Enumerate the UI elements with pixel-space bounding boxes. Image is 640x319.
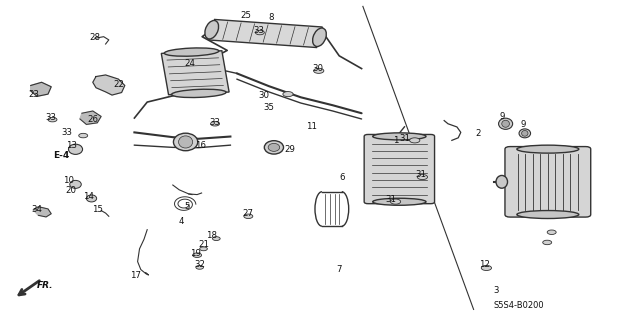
Ellipse shape <box>517 145 579 153</box>
Circle shape <box>390 199 401 204</box>
Text: S5S4-B0200: S5S4-B0200 <box>493 301 544 310</box>
Text: 17: 17 <box>130 271 141 280</box>
Circle shape <box>79 133 88 138</box>
Text: 30: 30 <box>312 64 324 73</box>
Text: 4: 4 <box>179 217 184 226</box>
Circle shape <box>417 174 428 180</box>
FancyBboxPatch shape <box>364 135 435 204</box>
Polygon shape <box>93 75 125 95</box>
Text: 31: 31 <box>415 170 426 179</box>
Text: 24: 24 <box>184 59 195 68</box>
Circle shape <box>193 253 202 257</box>
Text: 7: 7 <box>337 265 342 274</box>
Text: 3: 3 <box>494 286 499 295</box>
Ellipse shape <box>68 144 83 154</box>
Text: 31: 31 <box>399 134 410 143</box>
Circle shape <box>543 240 552 245</box>
Text: 33: 33 <box>61 128 73 137</box>
Text: 14: 14 <box>83 192 94 201</box>
Ellipse shape <box>179 136 193 148</box>
Circle shape <box>314 68 324 73</box>
Text: 5: 5 <box>185 202 190 211</box>
Text: 33: 33 <box>209 118 220 127</box>
Circle shape <box>48 117 57 122</box>
FancyBboxPatch shape <box>505 147 591 217</box>
Text: 26: 26 <box>87 115 99 124</box>
Text: 29: 29 <box>285 145 295 154</box>
Ellipse shape <box>372 133 426 140</box>
Text: 19: 19 <box>190 249 200 258</box>
Text: 35: 35 <box>263 103 275 112</box>
Text: 25: 25 <box>240 11 252 20</box>
Text: FR.: FR. <box>37 281 54 290</box>
Text: 34: 34 <box>31 205 43 214</box>
Text: 31: 31 <box>385 195 397 204</box>
Ellipse shape <box>205 20 219 39</box>
Polygon shape <box>209 19 323 48</box>
Text: 32: 32 <box>194 260 205 269</box>
Text: 30: 30 <box>259 91 270 100</box>
Circle shape <box>211 122 220 126</box>
Ellipse shape <box>372 198 426 205</box>
Text: 33: 33 <box>253 26 264 35</box>
Polygon shape <box>31 82 51 96</box>
Text: 20: 20 <box>65 186 76 195</box>
Text: 23: 23 <box>28 90 40 99</box>
Circle shape <box>212 237 220 241</box>
Text: 27: 27 <box>242 209 253 218</box>
Ellipse shape <box>496 175 508 188</box>
Circle shape <box>481 265 492 271</box>
Ellipse shape <box>70 180 81 188</box>
Text: 11: 11 <box>306 122 317 130</box>
Text: 9: 9 <box>499 112 504 121</box>
Circle shape <box>255 30 264 35</box>
Ellipse shape <box>268 143 280 152</box>
Text: 21: 21 <box>198 241 209 249</box>
Text: 12: 12 <box>479 260 490 269</box>
Ellipse shape <box>173 133 198 151</box>
Ellipse shape <box>312 28 326 47</box>
Ellipse shape <box>522 130 528 136</box>
Text: 33: 33 <box>45 113 56 122</box>
Ellipse shape <box>499 118 513 130</box>
Circle shape <box>410 138 420 143</box>
Text: 16: 16 <box>195 141 206 150</box>
Text: 9: 9 <box>521 120 526 129</box>
Text: 10: 10 <box>63 176 74 185</box>
Ellipse shape <box>502 120 509 127</box>
Polygon shape <box>161 51 229 95</box>
Text: 8: 8 <box>269 13 274 22</box>
Circle shape <box>283 92 293 97</box>
Ellipse shape <box>86 195 97 202</box>
Ellipse shape <box>264 141 284 154</box>
Ellipse shape <box>164 48 219 56</box>
Ellipse shape <box>172 89 226 98</box>
Text: E-4: E-4 <box>53 151 70 160</box>
Circle shape <box>547 230 556 234</box>
Text: 28: 28 <box>89 33 100 42</box>
Circle shape <box>200 247 207 251</box>
Text: 6: 6 <box>339 173 344 182</box>
Text: 22: 22 <box>113 80 124 89</box>
Polygon shape <box>80 111 101 124</box>
Ellipse shape <box>517 211 579 219</box>
Text: 2: 2 <box>476 130 481 138</box>
Text: 1: 1 <box>393 136 398 145</box>
Circle shape <box>244 214 253 219</box>
Text: 18: 18 <box>205 231 217 240</box>
Circle shape <box>196 265 204 269</box>
Text: 13: 13 <box>66 141 77 150</box>
Ellipse shape <box>519 129 531 138</box>
Polygon shape <box>33 207 51 217</box>
Text: 15: 15 <box>92 205 103 214</box>
